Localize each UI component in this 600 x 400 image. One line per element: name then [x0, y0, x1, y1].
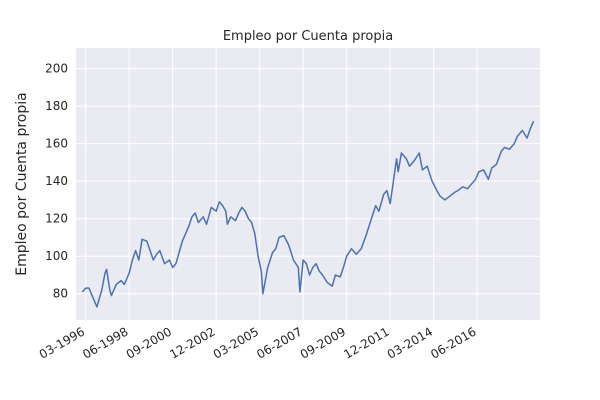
x-tick-labels: 03-199606-199809-200012-200203-200506-20… — [37, 324, 479, 361]
x-tick-label: 06-1998 — [80, 324, 130, 361]
x-tick-label: 12-2011 — [341, 324, 391, 361]
x-tick-label: 06-2016 — [428, 324, 478, 361]
series-line — [81, 120, 535, 308]
x-tick-label: 09-2000 — [124, 324, 174, 361]
y-tick-label: 160 — [45, 137, 68, 151]
x-tick-label: 03-2014 — [385, 324, 435, 361]
y-tick-label: 200 — [45, 62, 68, 76]
x-tick-label: 12-2002 — [167, 324, 217, 361]
chart-title: Empleo por Cuenta propia — [223, 29, 393, 44]
y-tick-label: 100 — [45, 249, 68, 263]
y-tick-label: 120 — [45, 212, 68, 226]
y-tick-label: 140 — [45, 174, 68, 188]
y-tick-label: 180 — [45, 99, 68, 113]
x-tick-label: 06-2007 — [254, 324, 304, 361]
y-tick-label: 80 — [53, 287, 68, 301]
x-tick-label: 03-2005 — [211, 324, 261, 361]
x-tick-label: 03-1996 — [37, 324, 87, 361]
grid-lines — [76, 48, 540, 320]
x-tick-label: 09-2009 — [298, 324, 348, 361]
y-axis-label: Empleo por Cuenta propia — [14, 92, 30, 275]
plot-area — [76, 48, 540, 320]
y-tick-labels: 80 100 120 140 160 180 200 — [45, 62, 68, 301]
